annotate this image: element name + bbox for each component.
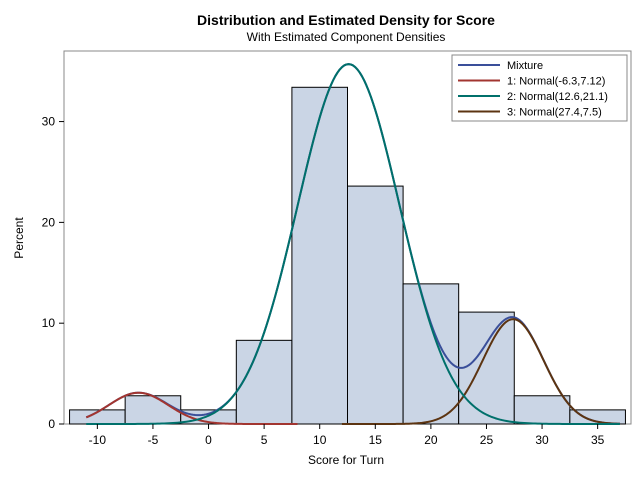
histogram-bar-4 [291, 86, 349, 425]
legend-label-1: 1: Normal(-6.3,7.12) [507, 76, 605, 88]
legend-label-3: 3: Normal(27.4,7.5) [507, 107, 602, 119]
legend-label-2: 2: Normal(12.6,21.1) [507, 91, 608, 103]
x-tick-label-0: -10 [89, 433, 107, 447]
histogram-bar-3 [235, 339, 293, 425]
axes: -10 -5 0 5 10 15 20 25 30 35 0 10 20 30 [42, 115, 605, 447]
density-line-3 [341, 318, 620, 425]
histogram-bars [69, 86, 626, 425]
x-tick-label-3: 5 [261, 433, 268, 447]
histogram-bar-7 [458, 311, 515, 425]
x-tick-label-8: 30 [535, 433, 549, 447]
legend: Mixture 1: Normal(-6.3,7.12) 2: Normal(12.… [451, 54, 628, 122]
x-tick-label-5: 15 [369, 433, 383, 447]
histogram-bar-6 [402, 283, 460, 425]
x-tick-label-2: 0 [205, 433, 212, 447]
density-line-1 [85, 391, 298, 425]
histogram-bar-5 [347, 185, 404, 425]
y-tick-label-1: 10 [42, 316, 56, 330]
y-tick-label-0: 0 [48, 417, 55, 431]
density-line-2 [86, 63, 620, 425]
x-tick-label-7: 25 [480, 433, 494, 447]
chart-title: Distribution and Estimated Density for S… [197, 12, 495, 28]
histogram-bar-8 [513, 395, 571, 425]
x-axis-label: Score for Turn [308, 453, 384, 467]
y-tick-label-2: 20 [42, 215, 56, 229]
x-tick-label-4: 10 [313, 433, 327, 447]
x-tick-label-9: 35 [591, 433, 605, 447]
chart-subtitle: With Estimated Component Densities [247, 30, 446, 44]
x-tick-label-1: -5 [148, 433, 159, 447]
y-tick-label-3: 30 [42, 115, 56, 129]
y-axis-label: Percent [12, 217, 26, 259]
legend-label-0: Mixture [507, 60, 543, 72]
density-curves [85, 63, 620, 425]
x-tick-label-6: 20 [424, 433, 438, 447]
histogram-bar-1 [124, 395, 182, 425]
